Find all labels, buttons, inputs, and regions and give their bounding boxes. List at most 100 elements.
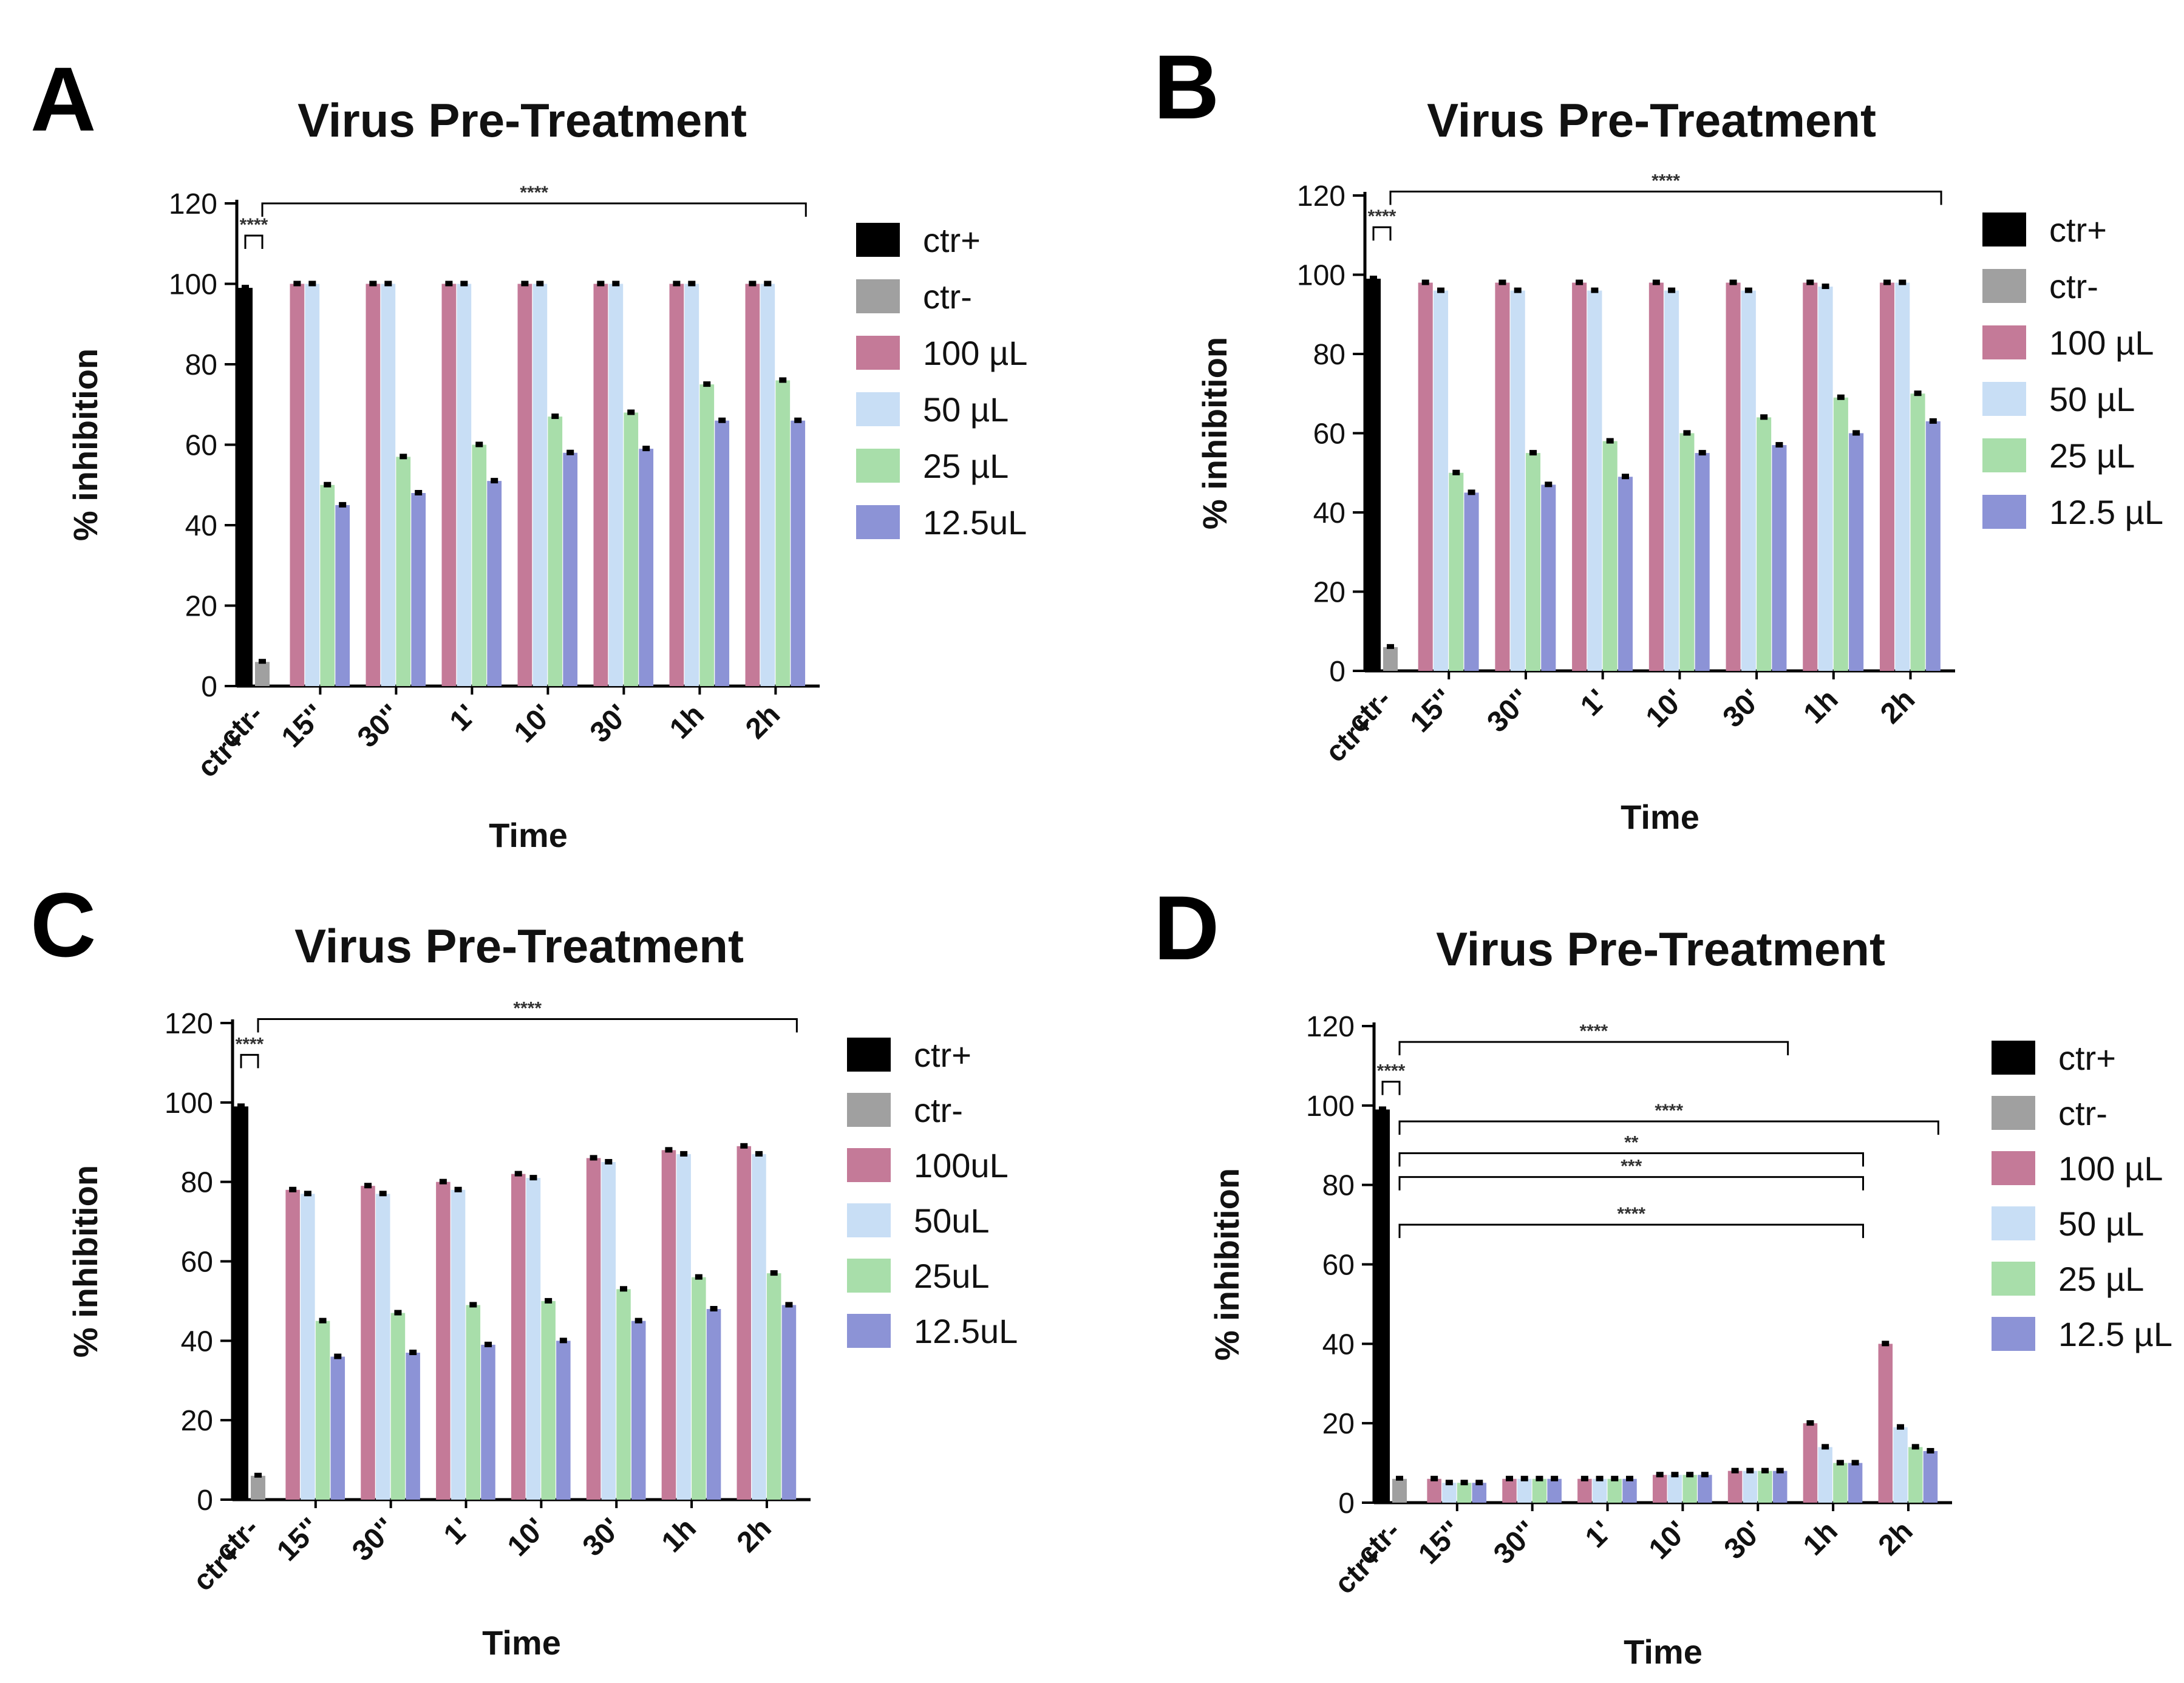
bar (1517, 1478, 1532, 1503)
error-cap (237, 1103, 245, 1109)
x-tick-label: 2h (1874, 683, 1921, 730)
legend-swatch (1992, 1151, 2035, 1185)
x-tick-label: 1h (664, 698, 710, 745)
bar (1682, 1475, 1697, 1503)
legend-label: ctr+ (2058, 1039, 2116, 1077)
error-cap (1806, 1420, 1814, 1426)
chart-title: Virus Pre-Treatment (1427, 93, 1876, 147)
error-cap (703, 381, 711, 387)
x-tick-label: 10' (502, 1512, 552, 1562)
legend-label: 25 µL (2049, 437, 2135, 475)
bar (320, 484, 335, 686)
bar (1849, 433, 1864, 671)
error-cap (764, 280, 772, 287)
significance-label: **** (520, 183, 548, 203)
x-tick-label: 1' (1574, 683, 1613, 722)
y-tick-label: 80 (185, 349, 217, 381)
y-tick-label: 20 (1322, 1408, 1355, 1440)
error-cap (566, 449, 574, 455)
error-cap (1621, 474, 1629, 480)
legend-label: 100 µL (2049, 324, 2154, 362)
error-cap (454, 1186, 462, 1192)
error-cap (1911, 1444, 1919, 1450)
legend-swatch (847, 1148, 891, 1182)
bar (684, 284, 699, 686)
legend-swatch (1992, 1317, 2035, 1351)
y-axis-label: % inhibition (66, 348, 104, 541)
bar (290, 284, 305, 686)
legend-label: ctr+ (914, 1036, 971, 1074)
bar (1741, 290, 1756, 672)
error-cap (1837, 394, 1845, 400)
legend-label: ctr+ (2049, 211, 2107, 249)
error-cap (665, 1147, 673, 1153)
significance-bracket (1389, 190, 1942, 205)
error-cap (1460, 1480, 1468, 1486)
error-cap (1430, 1475, 1438, 1481)
x-tick-label: 30'' (346, 1512, 401, 1567)
error-cap (1698, 450, 1706, 456)
error-cap (1499, 279, 1506, 285)
bar (1664, 290, 1679, 672)
legend-label: 12.5 µL (2049, 493, 2163, 531)
significance-bracket (261, 202, 807, 217)
x-tick-label: 2h (731, 1512, 778, 1559)
error-cap (1746, 1467, 1754, 1474)
error-cap (1576, 279, 1584, 285)
error-cap (1536, 1475, 1543, 1481)
x-tick-label: 2h (740, 698, 786, 745)
error-cap (445, 280, 453, 287)
chart-title: Virus Pre-Treatment (298, 93, 747, 147)
bar (608, 284, 624, 686)
bar (699, 384, 715, 686)
bar (487, 481, 502, 686)
bar (752, 1154, 766, 1500)
error-cap (1437, 287, 1444, 293)
x-tick-label: 1h (1797, 1515, 1844, 1562)
x-tick-label: 1h (656, 1512, 702, 1559)
error-cap (1445, 1480, 1453, 1486)
significance-label: **** (1579, 1021, 1608, 1041)
bar-ctr- (251, 1475, 265, 1500)
bar (1893, 1427, 1908, 1503)
bar-ctr+ (1366, 279, 1381, 671)
legend-label: ctr- (914, 1091, 963, 1129)
legend-label: 50 µL (2049, 380, 2135, 418)
x-axis-label: Time (489, 816, 568, 854)
error-cap (1529, 450, 1537, 456)
significance-bracket (1398, 1041, 1789, 1056)
bar (766, 1273, 781, 1500)
error-cap (415, 490, 423, 495)
bar (330, 1356, 345, 1500)
y-tick-label: 60 (1313, 418, 1345, 450)
significance-label: **** (236, 1034, 264, 1054)
bar (616, 1289, 631, 1500)
bar-ctr+ (238, 288, 253, 686)
bar (1472, 1483, 1487, 1503)
bar (624, 412, 639, 686)
x-tick-label: 1' (1579, 1515, 1618, 1554)
bar (563, 452, 578, 686)
bar (396, 457, 411, 686)
bar (1577, 1478, 1592, 1503)
error-cap (1379, 1106, 1386, 1112)
y-tick-label: 100 (165, 1087, 213, 1120)
bar (1449, 472, 1464, 671)
bar (1833, 1463, 1848, 1503)
error-cap (627, 409, 635, 415)
error-cap (710, 1306, 718, 1311)
error-cap (1656, 1472, 1664, 1478)
x-tick-label: 30'' (1481, 683, 1536, 738)
legend-swatch (1982, 212, 2026, 246)
legend-label: 12.5uL (914, 1312, 1018, 1350)
bar (1910, 393, 1925, 671)
bar (1743, 1470, 1758, 1503)
error-cap (1520, 1475, 1528, 1481)
legend-swatch (1982, 438, 2026, 472)
bar (1818, 1447, 1832, 1503)
panel-letter: B (1154, 36, 1219, 138)
y-tick-label: 100 (1297, 260, 1345, 292)
bar (706, 1309, 721, 1500)
chart-title: Virus Pre-Treatment (1436, 922, 1885, 976)
bar (781, 1305, 797, 1500)
